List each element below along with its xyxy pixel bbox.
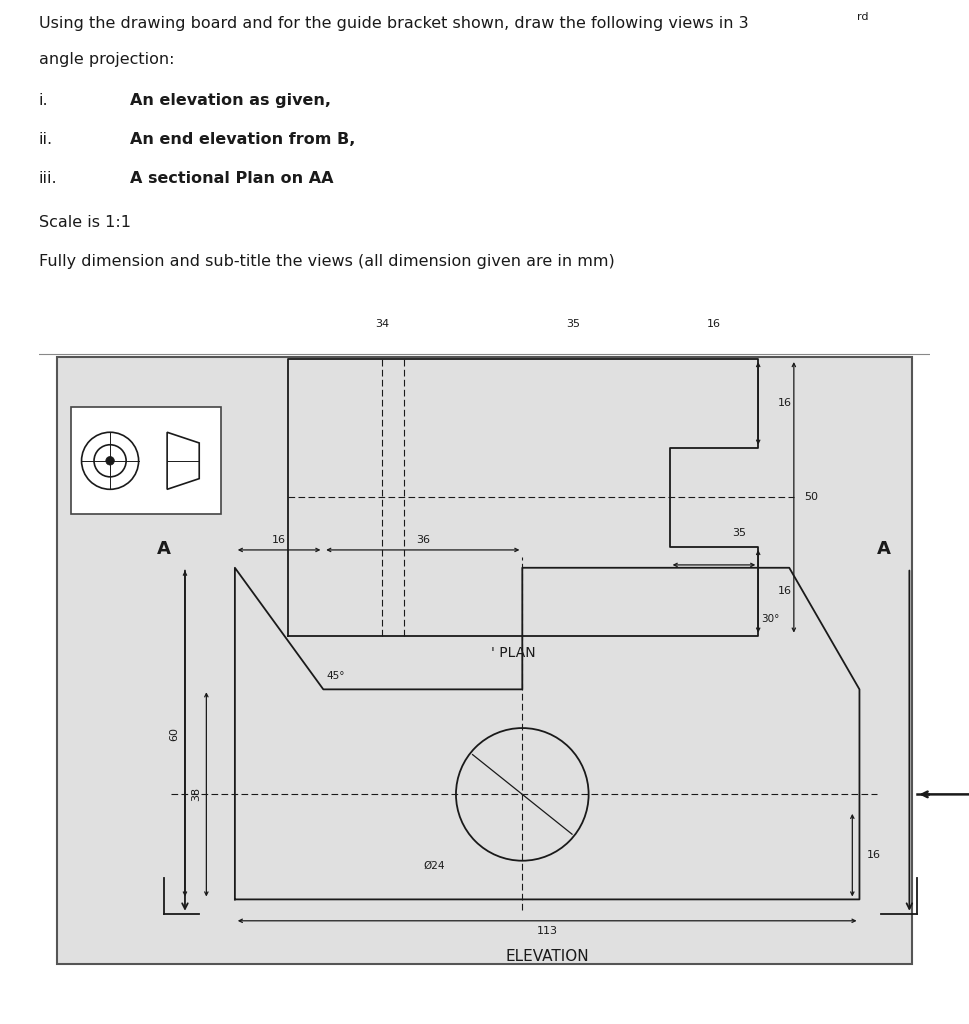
Text: ' PLAN: ' PLAN: [490, 646, 535, 659]
Text: 30°: 30°: [761, 614, 779, 625]
Text: 16: 16: [778, 587, 792, 596]
Text: 36: 36: [416, 535, 430, 545]
Text: 16: 16: [272, 535, 286, 545]
Text: An end elevation from B,: An end elevation from B,: [130, 132, 356, 147]
Text: 35: 35: [566, 318, 580, 329]
Text: Fully dimension and sub-title the views (all dimension given are in mm): Fully dimension and sub-title the views …: [39, 254, 614, 268]
Text: ii.: ii.: [39, 132, 53, 147]
Text: i.: i.: [39, 93, 48, 109]
Bar: [71, 408, 221, 514]
Text: 60: 60: [170, 727, 179, 740]
Text: A: A: [156, 540, 171, 557]
Text: Scale is 1:1: Scale is 1:1: [39, 215, 131, 230]
Text: 50: 50: [804, 493, 819, 503]
Text: Using the drawing board and for the guide bracket shown, draw the following view: Using the drawing board and for the guid…: [39, 16, 748, 31]
Text: ELEVATION: ELEVATION: [506, 949, 589, 965]
Text: 113: 113: [537, 926, 558, 936]
Text: 34: 34: [375, 318, 390, 329]
Circle shape: [106, 457, 114, 465]
Text: 16: 16: [707, 318, 721, 329]
Text: 38: 38: [191, 787, 201, 802]
Text: Ø24: Ø24: [423, 861, 446, 870]
Text: 16: 16: [866, 850, 881, 860]
Text: An elevation as given,: An elevation as given,: [130, 93, 330, 109]
Text: rd: rd: [857, 11, 868, 22]
Text: 45°: 45°: [327, 671, 345, 681]
Text: A: A: [877, 540, 891, 557]
Text: iii.: iii.: [39, 171, 57, 185]
Text: 16: 16: [778, 398, 792, 409]
Text: 35: 35: [732, 528, 746, 539]
Text: angle projection:: angle projection:: [39, 52, 174, 67]
Text: A sectional Plan on AA: A sectional Plan on AA: [130, 171, 333, 185]
